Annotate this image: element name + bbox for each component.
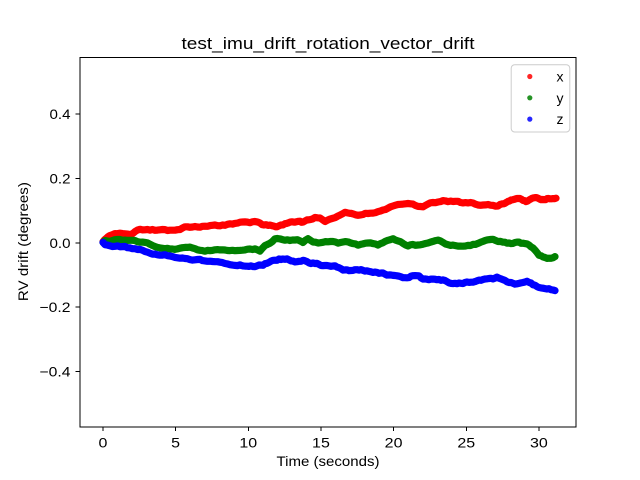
svg-text:0.4: 0.4 bbox=[50, 106, 71, 122]
svg-text:10: 10 bbox=[239, 434, 257, 450]
svg-text:Time (seconds): Time (seconds) bbox=[277, 453, 380, 469]
svg-text:0.0: 0.0 bbox=[50, 235, 71, 251]
svg-text:x: x bbox=[557, 69, 564, 85]
svg-text:0.2: 0.2 bbox=[50, 171, 71, 187]
svg-text:−0.2: −0.2 bbox=[40, 299, 71, 315]
svg-text:−0.4: −0.4 bbox=[40, 363, 71, 379]
svg-text:15: 15 bbox=[312, 434, 330, 450]
svg-text:5: 5 bbox=[171, 434, 180, 450]
svg-text:y: y bbox=[557, 90, 564, 106]
svg-text:20: 20 bbox=[385, 434, 403, 450]
svg-text:z: z bbox=[557, 111, 564, 127]
svg-text:30: 30 bbox=[530, 434, 548, 450]
svg-text:test_imu_drift_rotation_vector: test_imu_drift_rotation_vector_drift bbox=[182, 34, 475, 53]
svg-text:RV drift (degrees): RV drift (degrees) bbox=[15, 182, 31, 301]
svg-text:25: 25 bbox=[457, 434, 475, 450]
svg-text:0: 0 bbox=[99, 434, 108, 450]
